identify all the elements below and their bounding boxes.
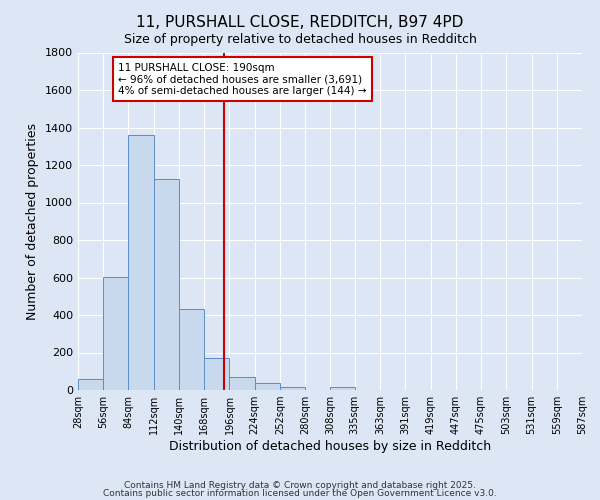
Bar — [229, 376, 255, 390]
X-axis label: Distribution of detached houses by size in Redditch: Distribution of detached houses by size … — [169, 440, 491, 453]
Bar — [103, 276, 128, 390]
Bar — [154, 178, 179, 390]
Bar — [280, 387, 305, 390]
Bar — [78, 380, 103, 390]
Text: Contains public sector information licensed under the Open Government Licence v3: Contains public sector information licen… — [103, 489, 497, 498]
Text: Contains HM Land Registry data © Crown copyright and database right 2025.: Contains HM Land Registry data © Crown c… — [124, 480, 476, 490]
Y-axis label: Number of detached properties: Number of detached properties — [26, 122, 40, 320]
Bar — [204, 358, 229, 390]
Text: 11 PURSHALL CLOSE: 190sqm
← 96% of detached houses are smaller (3,691)
4% of sem: 11 PURSHALL CLOSE: 190sqm ← 96% of detac… — [118, 62, 367, 96]
Bar — [255, 384, 280, 390]
Bar — [128, 134, 154, 390]
Bar — [331, 387, 355, 390]
Bar — [179, 309, 204, 390]
Text: Size of property relative to detached houses in Redditch: Size of property relative to detached ho… — [124, 32, 476, 46]
Text: 11, PURSHALL CLOSE, REDDITCH, B97 4PD: 11, PURSHALL CLOSE, REDDITCH, B97 4PD — [136, 15, 464, 30]
